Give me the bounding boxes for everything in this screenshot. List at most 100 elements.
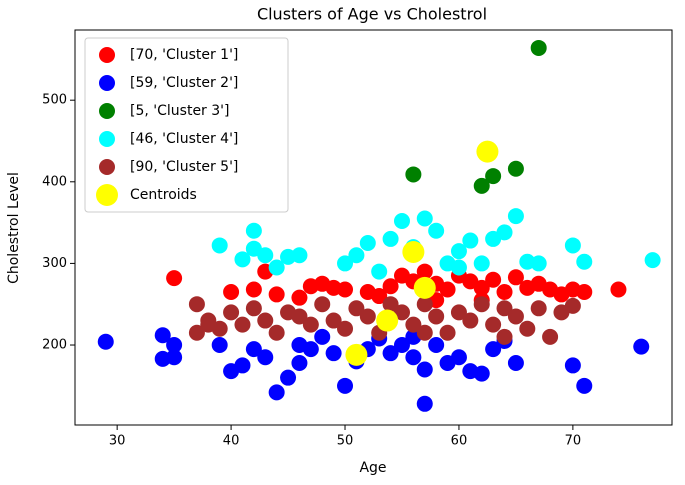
x-tick-label: 70	[565, 434, 582, 449]
point	[302, 316, 319, 333]
point	[416, 324, 433, 341]
point	[393, 337, 410, 354]
point	[382, 345, 399, 362]
legend-marker	[99, 131, 115, 147]
point	[439, 324, 456, 341]
point	[462, 232, 479, 249]
legend-marker	[99, 47, 115, 63]
point	[507, 269, 524, 286]
point	[462, 312, 479, 329]
legend-label: [90, 'Cluster 5']	[130, 159, 238, 175]
point	[450, 349, 467, 366]
point	[268, 286, 285, 303]
point	[473, 255, 490, 272]
point	[280, 369, 297, 386]
point	[416, 296, 433, 313]
legend-marker	[99, 159, 115, 175]
point	[496, 283, 513, 300]
point	[291, 354, 308, 371]
point	[325, 345, 342, 362]
point	[519, 320, 536, 337]
point	[530, 39, 547, 56]
chart-title: Clusters of Age vs Cholestrol	[257, 5, 487, 24]
point	[291, 289, 308, 306]
point	[359, 308, 376, 325]
point	[439, 281, 456, 298]
point	[257, 312, 274, 329]
point	[348, 247, 365, 264]
point	[245, 222, 262, 239]
point	[337, 320, 354, 337]
point	[496, 300, 513, 317]
point	[450, 259, 467, 276]
legend-marker	[99, 103, 115, 119]
x-tick-label: 50	[337, 434, 354, 449]
point	[496, 328, 513, 345]
point	[188, 324, 205, 341]
centroid	[345, 343, 368, 366]
point	[245, 281, 262, 298]
point	[166, 337, 183, 354]
point	[416, 210, 433, 227]
point	[428, 337, 445, 354]
point	[496, 224, 513, 241]
point	[416, 395, 433, 412]
point	[576, 283, 593, 300]
point	[405, 316, 422, 333]
point	[268, 259, 285, 276]
point	[405, 166, 422, 183]
point	[97, 333, 114, 350]
point	[542, 328, 559, 345]
centroid	[476, 140, 499, 163]
point	[234, 251, 251, 268]
point	[507, 354, 524, 371]
point	[633, 338, 650, 355]
legend-label: [5, 'Cluster 3']	[130, 103, 229, 119]
y-tick-label: 200	[42, 338, 67, 353]
plot-frame	[74, 29, 673, 426]
point	[564, 297, 581, 314]
point	[211, 237, 228, 254]
point	[416, 263, 433, 280]
point	[485, 341, 502, 358]
point	[314, 328, 331, 345]
point	[245, 341, 262, 358]
legend-box	[84, 37, 289, 213]
legend-label: [70, 'Cluster 1']	[130, 47, 238, 63]
point	[302, 341, 319, 358]
legend-label: Centroids	[130, 187, 197, 203]
point	[610, 281, 627, 298]
point	[405, 349, 422, 366]
point	[564, 357, 581, 374]
x-axis-label: Age	[359, 460, 386, 476]
point	[245, 300, 262, 317]
y-tick-label: 500	[42, 93, 67, 108]
point	[223, 304, 240, 321]
point	[268, 384, 285, 401]
point	[428, 308, 445, 325]
point	[382, 230, 399, 247]
centroid	[402, 240, 425, 263]
point	[154, 327, 171, 344]
point	[473, 365, 490, 382]
point	[257, 247, 274, 264]
point	[416, 361, 433, 378]
y-axis-label: Cholestrol Level	[6, 172, 22, 284]
point	[507, 160, 524, 177]
point	[234, 357, 251, 374]
point	[291, 247, 308, 264]
centroid	[413, 276, 436, 299]
y-tick-label: 300	[42, 256, 67, 271]
legend-marker	[99, 75, 115, 91]
point	[359, 235, 376, 252]
point	[485, 168, 502, 185]
point	[530, 255, 547, 272]
point	[200, 316, 217, 333]
point	[576, 377, 593, 394]
point	[507, 308, 524, 325]
point	[166, 270, 183, 287]
point	[291, 308, 308, 325]
point	[450, 243, 467, 260]
x-tick-label: 60	[451, 434, 468, 449]
